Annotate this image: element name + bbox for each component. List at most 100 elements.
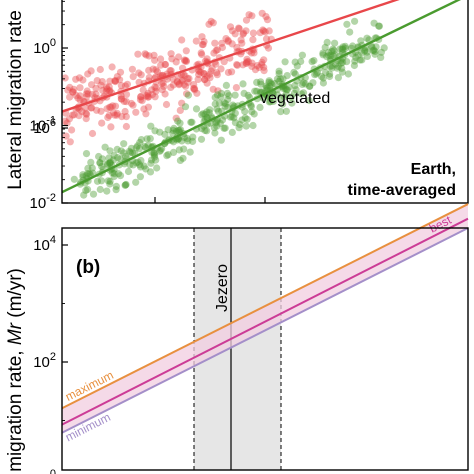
data-point: [153, 68, 161, 76]
data-point: [137, 156, 145, 165]
data-point: [197, 68, 205, 76]
data-point: [218, 116, 227, 124]
panel-b-frame: [61, 227, 469, 471]
data-point: [159, 79, 167, 87]
data-point: [169, 75, 177, 83]
data-point: [65, 115, 74, 123]
data-point: [96, 65, 104, 74]
data-point: [253, 78, 261, 86]
data-point: [132, 108, 140, 116]
data-point: [183, 135, 191, 143]
data-point: [299, 89, 308, 97]
data-point: [325, 51, 333, 60]
data-point: [201, 110, 209, 118]
data-point: [257, 78, 265, 86]
data-point: [156, 147, 164, 155]
data-point: [88, 164, 96, 172]
data-point: [357, 37, 365, 45]
data-point: [175, 81, 183, 89]
data-point: [213, 122, 221, 130]
data-point: [106, 158, 114, 166]
data-point: [199, 110, 207, 118]
data-point: [217, 136, 225, 144]
data-point: [169, 129, 177, 137]
data-point: [151, 151, 159, 159]
data-point: [81, 104, 89, 112]
data-point: [222, 35, 230, 43]
data-point: [243, 58, 251, 66]
data-point: [239, 61, 247, 69]
data-point: [242, 16, 251, 24]
data-point: [112, 186, 120, 194]
data-point: [109, 109, 117, 117]
data-point: [104, 177, 112, 185]
data-point: [243, 115, 251, 123]
data-point: [146, 135, 154, 143]
data-point: [112, 182, 120, 190]
data-point: [207, 17, 215, 25]
data-point: [241, 114, 249, 122]
data-point: [248, 59, 256, 67]
data-point: [99, 86, 107, 95]
data-point: [242, 59, 250, 67]
data-point: [349, 42, 357, 50]
data-point: [339, 58, 347, 66]
data-point: [180, 133, 188, 141]
data-point: [239, 29, 248, 37]
data-point: [371, 47, 379, 56]
data-point: [110, 170, 118, 178]
data-point: [96, 159, 104, 167]
data-point: [172, 127, 180, 135]
data-point: [107, 103, 115, 111]
data-point: [333, 64, 341, 72]
data-point: [164, 151, 172, 159]
data-point: [203, 72, 211, 80]
data-point: [150, 51, 158, 59]
data-point: [152, 66, 160, 74]
data-point: [266, 94, 274, 102]
data-point: [231, 30, 239, 38]
data-point: [375, 22, 383, 30]
data-point: [172, 58, 180, 66]
data-point: [64, 86, 72, 94]
data-point: [178, 36, 186, 44]
data-point: [141, 142, 149, 151]
data-point: [106, 177, 114, 185]
data-point: [87, 104, 95, 112]
data-point: [82, 115, 90, 123]
data-point: [61, 74, 69, 82]
data-point: [298, 51, 306, 59]
data-point: [351, 17, 359, 25]
data-point: [136, 173, 144, 181]
y-tick-label: 102: [33, 351, 56, 371]
data-point: [144, 91, 152, 99]
data-point: [83, 110, 91, 118]
data-point: [105, 154, 113, 162]
data-point: [106, 159, 114, 167]
data-point: [275, 77, 283, 85]
data-point: [82, 150, 91, 158]
data-point: [280, 93, 288, 101]
data-point: [279, 75, 287, 83]
data-point: [212, 46, 220, 55]
data-point: [217, 65, 225, 73]
data-point: [324, 48, 333, 57]
data-point: [356, 56, 364, 64]
data-point: [89, 169, 97, 177]
data-point: [224, 36, 232, 45]
data-point: [184, 75, 192, 83]
data-point: [172, 114, 180, 122]
data-point: [220, 99, 228, 107]
panel-b-lines: [61, 203, 469, 434]
data-point: [363, 34, 371, 42]
data-point: [190, 81, 198, 89]
data-point: [184, 78, 192, 86]
data-point: [220, 124, 228, 132]
data-point: [79, 173, 87, 181]
data-point: [338, 64, 346, 72]
data-point: [98, 162, 106, 171]
data-point: [331, 39, 339, 47]
data-point: [129, 161, 137, 169]
data-point: [256, 103, 264, 111]
